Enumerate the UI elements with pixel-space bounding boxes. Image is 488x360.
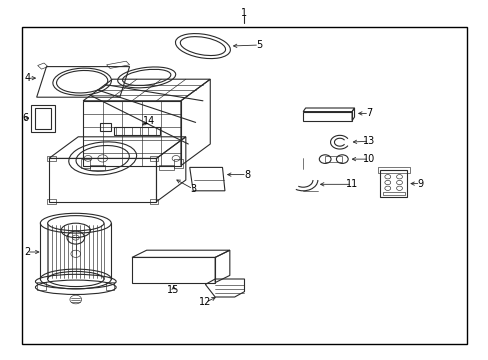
Bar [47, 156, 56, 161]
Text: 12: 12 [199, 297, 211, 307]
Text: 5: 5 [256, 40, 262, 50]
Bar [149, 156, 158, 161]
Text: 15: 15 [167, 285, 180, 295]
Text: 13: 13 [362, 136, 375, 146]
Bar [377, 167, 409, 173]
Bar [37, 282, 46, 290]
Bar [380, 170, 407, 197]
Bar [149, 199, 158, 204]
Text: 2: 2 [24, 247, 30, 257]
Bar [90, 165, 105, 170]
Bar [22, 27, 466, 344]
Bar [324, 156, 342, 162]
Text: 3: 3 [190, 184, 196, 194]
Bar [81, 159, 90, 168]
Bar [47, 199, 56, 204]
Bar [105, 282, 114, 290]
Text: 14: 14 [142, 116, 155, 126]
Bar [174, 159, 183, 168]
Bar [382, 192, 404, 195]
Text: 1: 1 [241, 8, 247, 18]
Bar [31, 105, 55, 132]
Bar [159, 165, 173, 170]
Bar [114, 127, 160, 135]
Text: 11: 11 [345, 179, 358, 189]
Text: 9: 9 [417, 179, 423, 189]
Text: 10: 10 [362, 154, 375, 164]
Text: 8: 8 [244, 170, 249, 180]
Bar [35, 108, 51, 129]
Text: 7: 7 [366, 108, 371, 118]
Bar [100, 123, 110, 131]
Text: 6: 6 [22, 113, 28, 123]
Text: 4: 4 [25, 73, 31, 83]
